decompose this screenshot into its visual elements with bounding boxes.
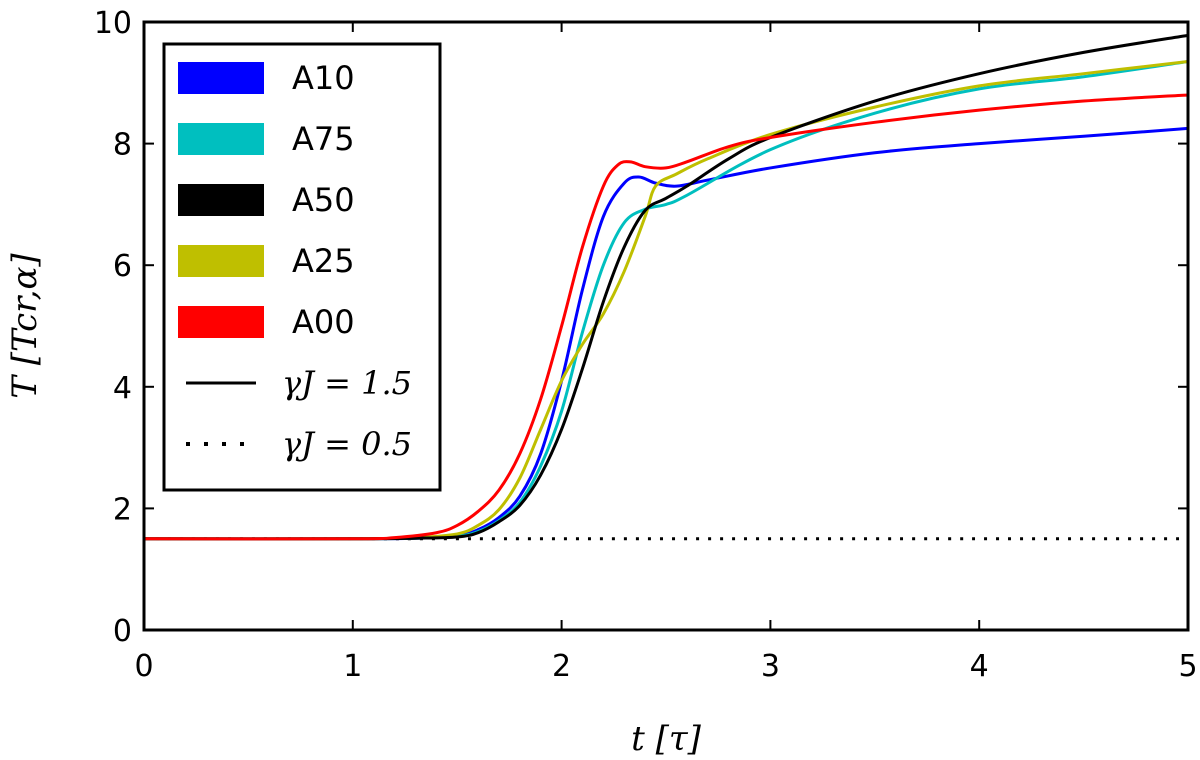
y-tick-label-4: 4 bbox=[113, 371, 132, 406]
legend-swatch-a50 bbox=[178, 184, 264, 216]
y-tick-label-6: 6 bbox=[113, 249, 132, 284]
legend: A10 A75 A50 A25 A00 γJ = 1.5 γJ = 0.5 bbox=[162, 42, 442, 492]
ticks-layer: 0 1 2 3 4 5 0 2 4 6 8 10 bbox=[94, 6, 1198, 684]
x-tick-label-5: 5 bbox=[1178, 649, 1197, 684]
x-tick-label-4: 4 bbox=[970, 649, 989, 684]
plot-frame bbox=[142, 20, 1190, 632]
legend-label-a75: A75 bbox=[292, 120, 355, 158]
x-tick-label-1: 1 bbox=[343, 649, 362, 684]
legend-label-a10: A10 bbox=[292, 59, 355, 97]
series-line-a00 bbox=[143, 93, 1189, 541]
x-axis-label: t [τ] bbox=[631, 719, 702, 759]
series-line-a25 bbox=[143, 60, 1189, 541]
y-tick-label-8: 8 bbox=[113, 128, 132, 163]
legend-swatch-a00 bbox=[178, 306, 264, 338]
series-line-a50 bbox=[143, 33, 1189, 541]
y-tick-label-0: 0 bbox=[113, 614, 132, 649]
x-tick-label-0: 0 bbox=[134, 649, 153, 684]
y-axis-label: T [Tcr,α] bbox=[5, 253, 45, 399]
legend-label-a00: A00 bbox=[292, 303, 355, 341]
y-tick-label-2: 2 bbox=[113, 492, 132, 527]
legend-label-a50: A50 bbox=[292, 181, 355, 219]
legend-label--j-0-5: γJ = 0.5 bbox=[282, 425, 412, 463]
legend-swatch-a75 bbox=[178, 123, 264, 155]
x-tick-label-2: 2 bbox=[552, 649, 571, 684]
legend-swatch-a25 bbox=[178, 245, 264, 277]
series-layer bbox=[143, 33, 1189, 541]
y-tick-label-10: 10 bbox=[94, 6, 132, 41]
legend-swatch-a10 bbox=[178, 62, 264, 94]
x-tick-label-3: 3 bbox=[761, 649, 780, 684]
legend-label--j-1-5: γJ = 1.5 bbox=[282, 364, 412, 402]
legend-label-a25: A25 bbox=[292, 242, 355, 280]
